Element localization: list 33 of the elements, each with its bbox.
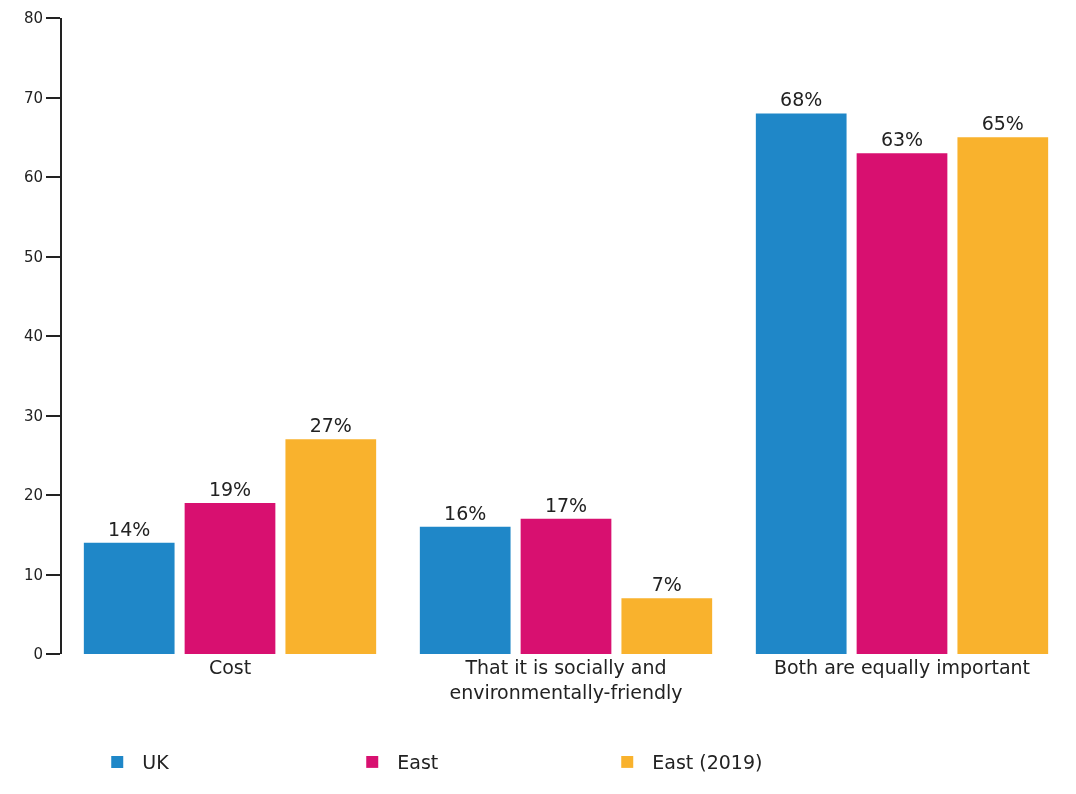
y-tick-label: 10 (23, 565, 43, 584)
y-tick-label: 70 (23, 88, 43, 107)
data-label: 16% (444, 501, 487, 524)
bar (83, 542, 175, 654)
data-label: 68% (780, 88, 823, 111)
legend-label: UK (142, 751, 170, 774)
data-label: 27% (309, 414, 352, 437)
y-tick-label: 20 (23, 486, 43, 505)
data-label: 65% (981, 112, 1024, 135)
y-tick-label: 40 (23, 327, 43, 346)
bar (419, 526, 511, 654)
bar (957, 137, 1049, 654)
data-label: 63% (880, 128, 924, 151)
bar (520, 518, 612, 654)
y-tick-label: 50 (23, 247, 43, 266)
data-label: 7% (651, 573, 682, 596)
bar (755, 113, 847, 654)
y-tick-label: 30 (23, 406, 43, 425)
y-tick-label: 80 (23, 9, 43, 28)
x-tick-label: That it is socially and environmentally-friendly (449, 656, 683, 703)
bar (184, 502, 276, 654)
data-label: 19% (208, 477, 252, 500)
x-tick-label: Both are equally important (773, 656, 1031, 678)
bar (856, 153, 948, 654)
legend-label: East (397, 751, 439, 774)
bar (285, 439, 377, 654)
y-tick-label: 60 (23, 168, 43, 187)
data-label: 14% (108, 517, 151, 540)
data-label: 17% (544, 493, 588, 516)
x-tick-label: Cost (208, 656, 252, 678)
legend-label: East (2019) (652, 751, 763, 774)
bar (621, 598, 713, 654)
y-tick-label: 0 (33, 645, 43, 664)
